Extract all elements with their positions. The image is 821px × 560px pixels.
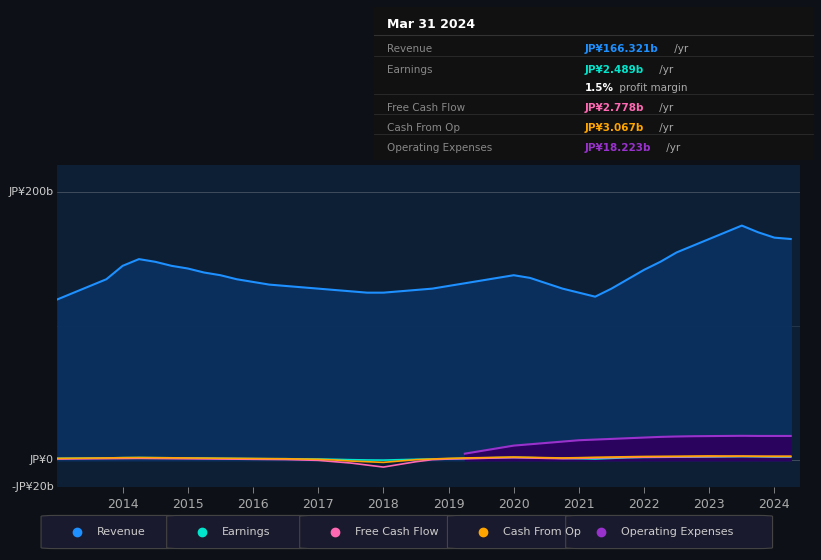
Text: Revenue: Revenue (387, 44, 432, 54)
FancyBboxPatch shape (167, 515, 314, 549)
Text: Revenue: Revenue (97, 527, 145, 537)
Text: /yr: /yr (655, 103, 672, 113)
Text: -JP¥20b: -JP¥20b (11, 482, 53, 492)
FancyBboxPatch shape (447, 515, 580, 549)
Text: /yr: /yr (672, 44, 689, 54)
Text: Mar 31 2024: Mar 31 2024 (387, 18, 475, 31)
FancyBboxPatch shape (41, 515, 181, 549)
Text: Operating Expenses: Operating Expenses (387, 143, 492, 153)
Text: JP¥2.778b: JP¥2.778b (585, 103, 644, 113)
Text: /yr: /yr (655, 65, 672, 75)
Text: JP¥18.223b: JP¥18.223b (585, 143, 651, 153)
FancyBboxPatch shape (300, 515, 462, 549)
Text: Earnings: Earnings (387, 65, 432, 75)
Text: JP¥2.489b: JP¥2.489b (585, 65, 644, 75)
Text: Cash From Op: Cash From Op (387, 123, 460, 133)
Text: Free Cash Flow: Free Cash Flow (387, 103, 465, 113)
Text: /yr: /yr (655, 123, 672, 133)
Text: /yr: /yr (663, 143, 681, 153)
Text: Cash From Op: Cash From Op (502, 527, 580, 537)
Text: Free Cash Flow: Free Cash Flow (355, 527, 438, 537)
Text: Earnings: Earnings (222, 527, 271, 537)
Text: Operating Expenses: Operating Expenses (621, 527, 733, 537)
Text: profit margin: profit margin (616, 83, 687, 94)
FancyBboxPatch shape (566, 515, 773, 549)
Text: 1.5%: 1.5% (585, 83, 613, 94)
Text: JP¥166.321b: JP¥166.321b (585, 44, 658, 54)
Text: JP¥0: JP¥0 (30, 455, 53, 465)
Text: JP¥200b: JP¥200b (9, 187, 53, 197)
Text: JP¥3.067b: JP¥3.067b (585, 123, 644, 133)
